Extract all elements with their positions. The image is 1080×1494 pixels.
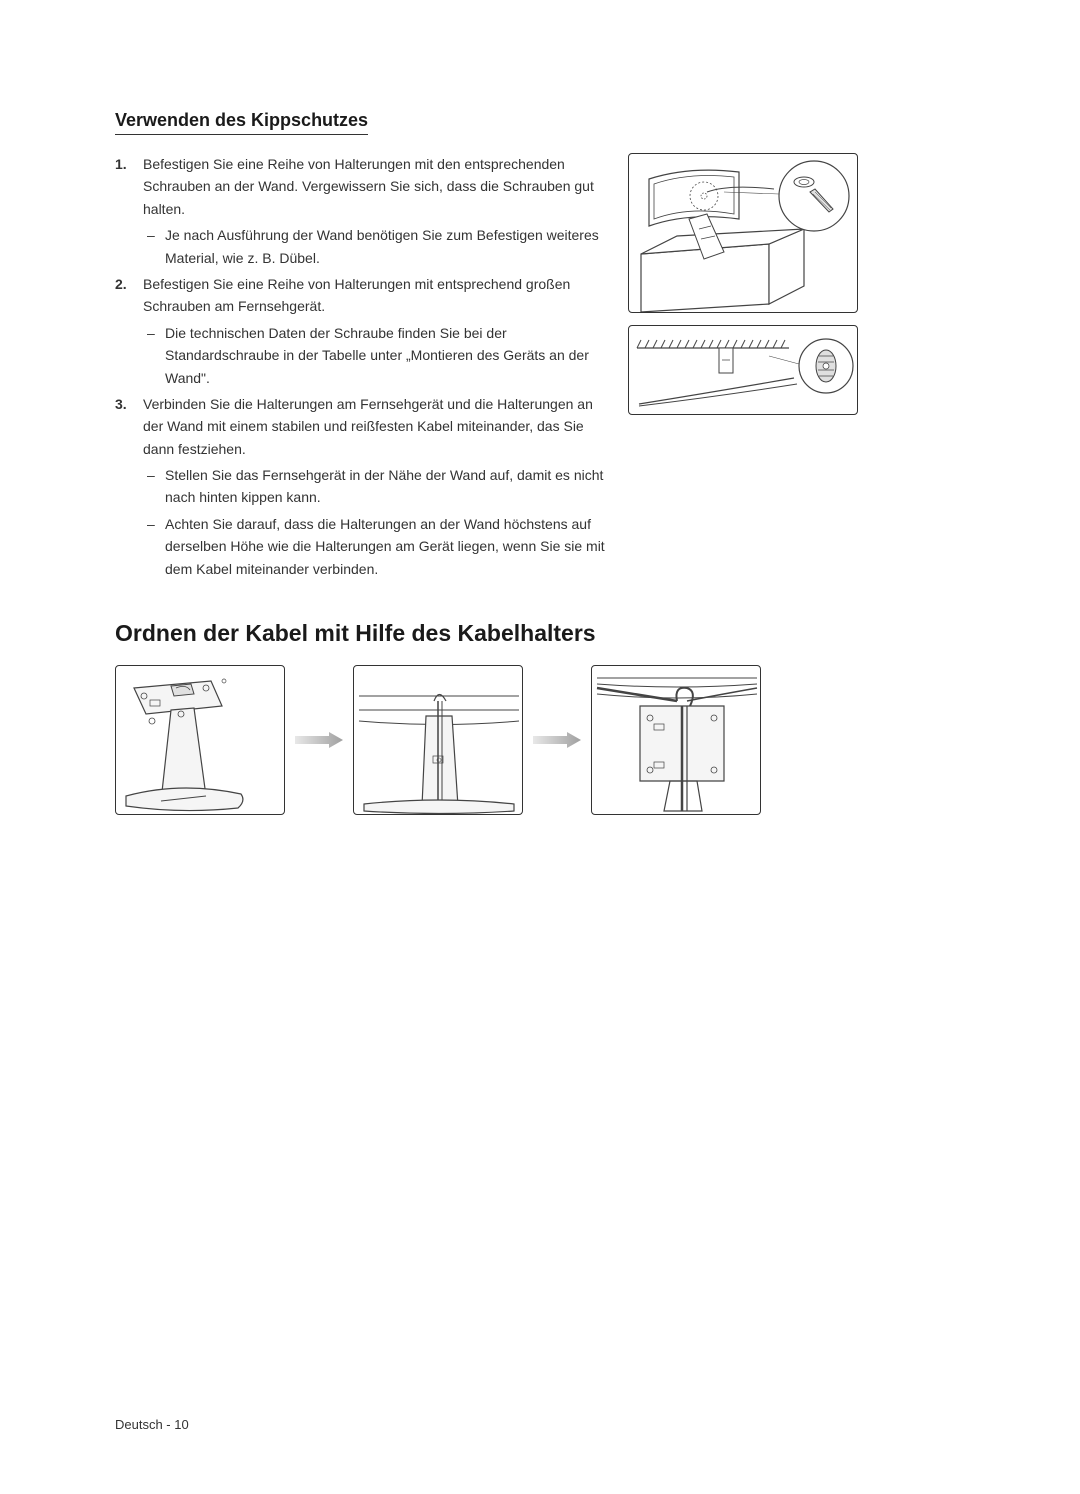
footer-page-label: Deutsch - 10 bbox=[115, 1417, 189, 1432]
step-3-sublist: Stellen Sie das Fernsehgerät in der Nähe… bbox=[143, 464, 610, 580]
step-3-sub-2: Achten Sie darauf, dass die Halterungen … bbox=[143, 513, 610, 580]
content-row: Befestigen Sie eine Reihe von Halterunge… bbox=[115, 153, 965, 584]
step-2-sublist: Die technischen Daten der Schraube finde… bbox=[143, 322, 610, 389]
step-3-sub-1: Stellen Sie das Fernsehgerät in der Nähe… bbox=[143, 464, 610, 509]
arrow-icon bbox=[533, 732, 581, 748]
cable-diagrams-row bbox=[115, 665, 965, 815]
step-1-text: Befestigen Sie eine Reihe von Halterunge… bbox=[143, 156, 594, 217]
cable-diagram-3 bbox=[591, 665, 761, 815]
step-2-text: Befestigen Sie eine Reihe von Halterunge… bbox=[143, 276, 570, 314]
numbered-list: Befestigen Sie eine Reihe von Halterunge… bbox=[115, 153, 610, 580]
step-3: Verbinden Sie die Halterungen am Fernseh… bbox=[115, 393, 610, 580]
diagram-wall-anchor bbox=[628, 325, 858, 415]
step-1-sublist: Je nach Ausführung der Wand benötigen Si… bbox=[143, 224, 610, 269]
diagram-tv-wall-mount bbox=[628, 153, 858, 313]
cable-diagram-2 bbox=[353, 665, 523, 815]
arrow-icon bbox=[295, 732, 343, 748]
text-column: Befestigen Sie eine Reihe von Halterunge… bbox=[115, 153, 610, 584]
section-heading: Verwenden des Kippschutzes bbox=[115, 110, 368, 135]
image-column bbox=[628, 153, 858, 584]
step-2-sub-1: Die technischen Daten der Schraube finde… bbox=[143, 322, 610, 389]
cable-diagram-1 bbox=[115, 665, 285, 815]
step-2: Befestigen Sie eine Reihe von Halterunge… bbox=[115, 273, 610, 389]
step-3-text: Verbinden Sie die Halterungen am Fernseh… bbox=[143, 396, 593, 457]
step-1: Befestigen Sie eine Reihe von Halterunge… bbox=[115, 153, 610, 269]
step-1-sub-1: Je nach Ausführung der Wand benötigen Si… bbox=[143, 224, 610, 269]
main-heading: Ordnen der Kabel mit Hilfe des Kabelhalt… bbox=[115, 620, 965, 647]
